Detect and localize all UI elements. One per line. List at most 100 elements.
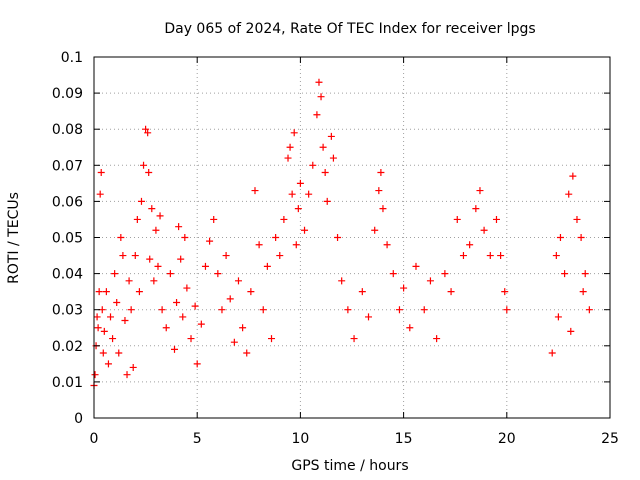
data-point [561,270,569,278]
data-point [247,288,255,296]
data-point [577,234,585,241]
data-point [329,154,337,162]
data-point [181,234,189,241]
y-tick-label: 0.08 [52,122,83,138]
y-tick-label: 0.04 [52,267,83,283]
data-point [93,313,101,321]
data-point [497,252,505,260]
data-point [268,335,276,343]
data-point [579,288,587,296]
data-point [197,320,205,328]
data-point [137,197,145,205]
data-point [406,324,414,332]
data-point [426,277,434,285]
data-point [365,313,373,321]
data-point [201,262,209,270]
data-point [272,234,280,241]
data-point [280,215,288,223]
data-point [338,277,346,285]
y-tick-label: 0.05 [52,231,83,247]
data-point [100,327,108,335]
data-point [420,306,428,314]
data-point [218,306,226,314]
data-point [91,371,99,379]
data-point [187,335,195,343]
y-tick-label: 0.06 [52,194,83,210]
data-point [276,252,284,260]
x-tick-labels: 0 5 10 15 20 25 [90,431,619,447]
y-axis-label: ROTI / TECUs [6,192,22,284]
y-tick-label: 0.1 [61,50,83,66]
data-point [292,241,300,249]
data-point [158,306,166,314]
data-point [453,215,461,223]
data-point [111,270,119,278]
data-point [191,302,199,310]
data-point [319,143,327,151]
data-point [288,190,296,198]
data-point [177,255,185,263]
data-point [104,360,112,368]
data-point [152,226,160,234]
data-point [433,335,441,343]
x-tick-label: 10 [291,431,309,447]
data-point [97,169,105,177]
y-tick-labels: 0 0.01 0.02 0.03 0.04 0.05 0.06 0.07 0.08 0.09 0.1 [52,50,83,427]
data-point [379,205,387,213]
data-point [148,205,156,213]
data-point [96,190,104,198]
data-point [492,215,500,223]
data-point [175,223,183,231]
data-point [567,327,575,335]
y-tick-label: 0.07 [52,158,83,174]
axis-ticks [93,56,611,419]
data-point [459,252,467,260]
data-point [301,226,309,234]
data-point [117,234,125,241]
data-point [121,317,129,325]
data-point [313,111,321,119]
data-point [286,143,294,151]
data-point [243,349,251,357]
data-point [146,255,154,263]
data-point [309,161,317,169]
data-point [294,205,302,213]
data-point [389,270,397,278]
y-tick-label: 0.09 [52,86,83,102]
data-point [144,129,152,137]
data-point [119,252,127,260]
data-point [358,288,366,296]
y-tick-label: 0 [74,411,83,427]
data-point [162,324,170,332]
data-point [150,277,158,285]
data-point [412,262,420,270]
y-tick-label: 0.02 [52,339,83,355]
data-point [556,234,564,241]
data-point [344,306,352,314]
data-point [263,262,271,270]
data-point [230,338,238,346]
x-axis-label: GPS time / hours [291,458,408,474]
data-point [125,277,133,285]
data-point [109,335,117,343]
data-point [441,270,449,278]
data-point [554,313,562,321]
data-point [486,252,494,260]
y-tick-label: 0.03 [52,303,83,319]
data-point [503,306,511,314]
data-point [480,226,488,234]
data-point [140,161,148,169]
data-point [234,277,242,285]
data-point [472,205,480,213]
data-point [239,324,247,332]
data-point [476,187,484,195]
data-point [214,270,222,278]
data-point [129,363,137,371]
grid-lines [94,57,610,418]
data-point [255,241,263,249]
data-point [113,298,121,306]
data-point [107,313,115,321]
data-point [501,288,509,296]
y-tick-label: 0.01 [52,375,83,391]
data-point [193,360,201,368]
